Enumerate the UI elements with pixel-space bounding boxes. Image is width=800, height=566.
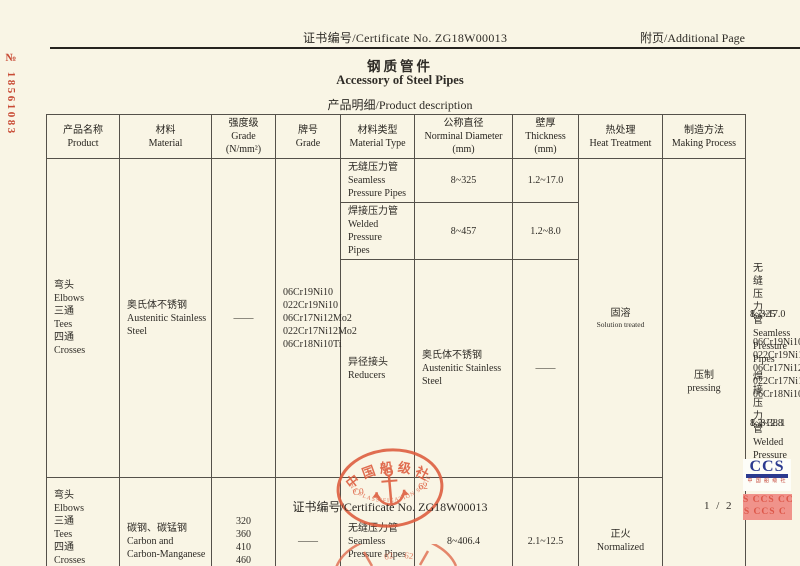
document-title-cn: 钢质管件 [367,59,433,74]
cell-a-seamless-thickness: 1.2~17.0 [512,158,579,203]
anchor-icon [372,467,410,506]
col-header-thickness: 壁厚 Thickness (mm) [512,114,579,159]
heat-treatment-c-en: Normalized [596,542,645,553]
cell-b-strength: —— [512,259,579,478]
table-row: 异径接头 Reducers 奥氏体不锈钢 Austenitic Stainles… [47,259,800,478]
ccs-round-seal: 中国船级社 CHINA CLASSIFICATION SOCIETY C0 62 [328,441,444,528]
serial-number: № 18561083 [5,52,17,136]
cell-b-material: 奥氏体不锈钢 Austenitic Stainless Steel [414,259,513,478]
table-row: 弯头 Elbows 三通 Tees 四通 Crosses 异径接头 Reduce… [46,477,746,566]
ccs-hologram-sticker: S CCS CC CS CCS C [743,494,792,520]
cell-a-welded-type: 焊接压力管 Welded Pressure Pipes [340,202,415,260]
cell-making-process: 压制 pressing [662,158,746,566]
cell-a-welded-thickness: 1.2~8.0 [512,202,579,260]
cell-c-diameter: 8~406.4 [414,477,513,566]
ccs-wordmark: CCS [749,458,785,475]
heat-treatment-ab-cn: 固溶 [610,307,631,319]
seal-left-code: C0 [352,487,364,498]
document-title-en: Accessory of Steel Pipes [336,73,464,87]
table-row: 弯头 Elbows 三通 Tees 四通 Crosses 奥氏体不锈钢 Aust… [46,158,746,566]
cell-c-product: 弯头 Elbows 三通 Tees 四通 Crosses 异径接头 Reduce… [46,477,120,566]
ccs-logo-bar [746,474,788,478]
cell-c-thickness: 2.1~12.5 [512,477,579,566]
page-number: 1 / 2 [704,500,734,512]
fragment-right-digits: 62 [404,550,414,561]
cell-a-product: 弯头 Elbows 三通 Tees 四通 Crosses [46,158,120,478]
header-divider [50,47,800,49]
heat-treatment-ab-en: Solution treated [596,319,645,329]
product-description-table: 产品名称 Product 材料 Material 强度级 Grade (N/mm… [46,114,800,566]
cell-a-material: 奥氏体不锈钢 Austenitic Stainless Steel [119,158,212,478]
table-row: 焊接压力管 Welded Pressure Pipes 8~457 1.2~8.… [47,202,746,260]
sticker-line-2: CS CCS C [743,507,787,517]
cell-a-seamless-diameter: 8~325 [414,158,513,203]
cell-c-material: 碳钢、碳锰钢 Carbon and Carbon-Manganese [119,477,212,566]
seal-right-code: 62 [418,482,429,493]
header-certificate-number: 证书编号/Certificate No. ZG18W00013 [303,31,508,45]
cell-c-strength: 320 360 410 460 [211,477,276,566]
cell-a-welded-diameter: 8~457 [414,202,513,260]
sticker-line-1: S CCS CC [743,495,792,505]
col-header-strength-grade: 强度级 Grade (N/mm²) [211,114,276,159]
col-header-making-process: 制造方法 Making Process [662,114,746,159]
cell-c-grade: —— [275,477,341,566]
col-header-heat-treatment: 热处理 Heat Treatment [578,114,663,159]
col-header-material-type: 材料类型 Material Type [340,114,415,159]
cell-heat-treatment-ab: 固溶 Solution treated [578,158,663,478]
fragment-left-digits: 02 [383,550,394,562]
making-process-cn: 压制 [694,369,714,381]
cell-a-grade: 06Cr19Ni10 022Cr19Ni10 06Cr17Ni12Mo2 022… [275,158,357,478]
col-header-product: 产品名称 Product [46,114,120,159]
col-header-nominal-diameter: 公称直径 Norminal Diameter (mm) [414,114,513,159]
ccs-logo: CCS 中 国 船 级 社 [743,459,791,491]
section-title: 产品明细/Product description [327,98,473,112]
header-additional-page: 附页/Additional Page [640,31,745,45]
cell-a-seamless-type: 无缝压力管 Seamless Pressure Pipes [340,158,415,203]
heat-treatment-c-cn: 正火 [610,529,631,540]
ccs-logo-cn-text: 中 国 船 级 社 [747,479,787,484]
footer-certificate-number: 证书编号/Certificate No. ZG18W00013 [292,500,488,514]
col-header-material: 材料 Material [119,114,212,159]
partial-seal-fragment: 02 62 [335,544,458,566]
col-header-grade: 牌号 Grade [275,114,341,159]
making-process-en: pressing [687,382,721,394]
cell-heat-treatment-c: 正火 Normalized [578,477,663,566]
cell-a-strength: —— [211,158,276,478]
table-header-row: 产品名称 Product 材料 Material 强度级 Grade (N/mm… [46,114,746,159]
